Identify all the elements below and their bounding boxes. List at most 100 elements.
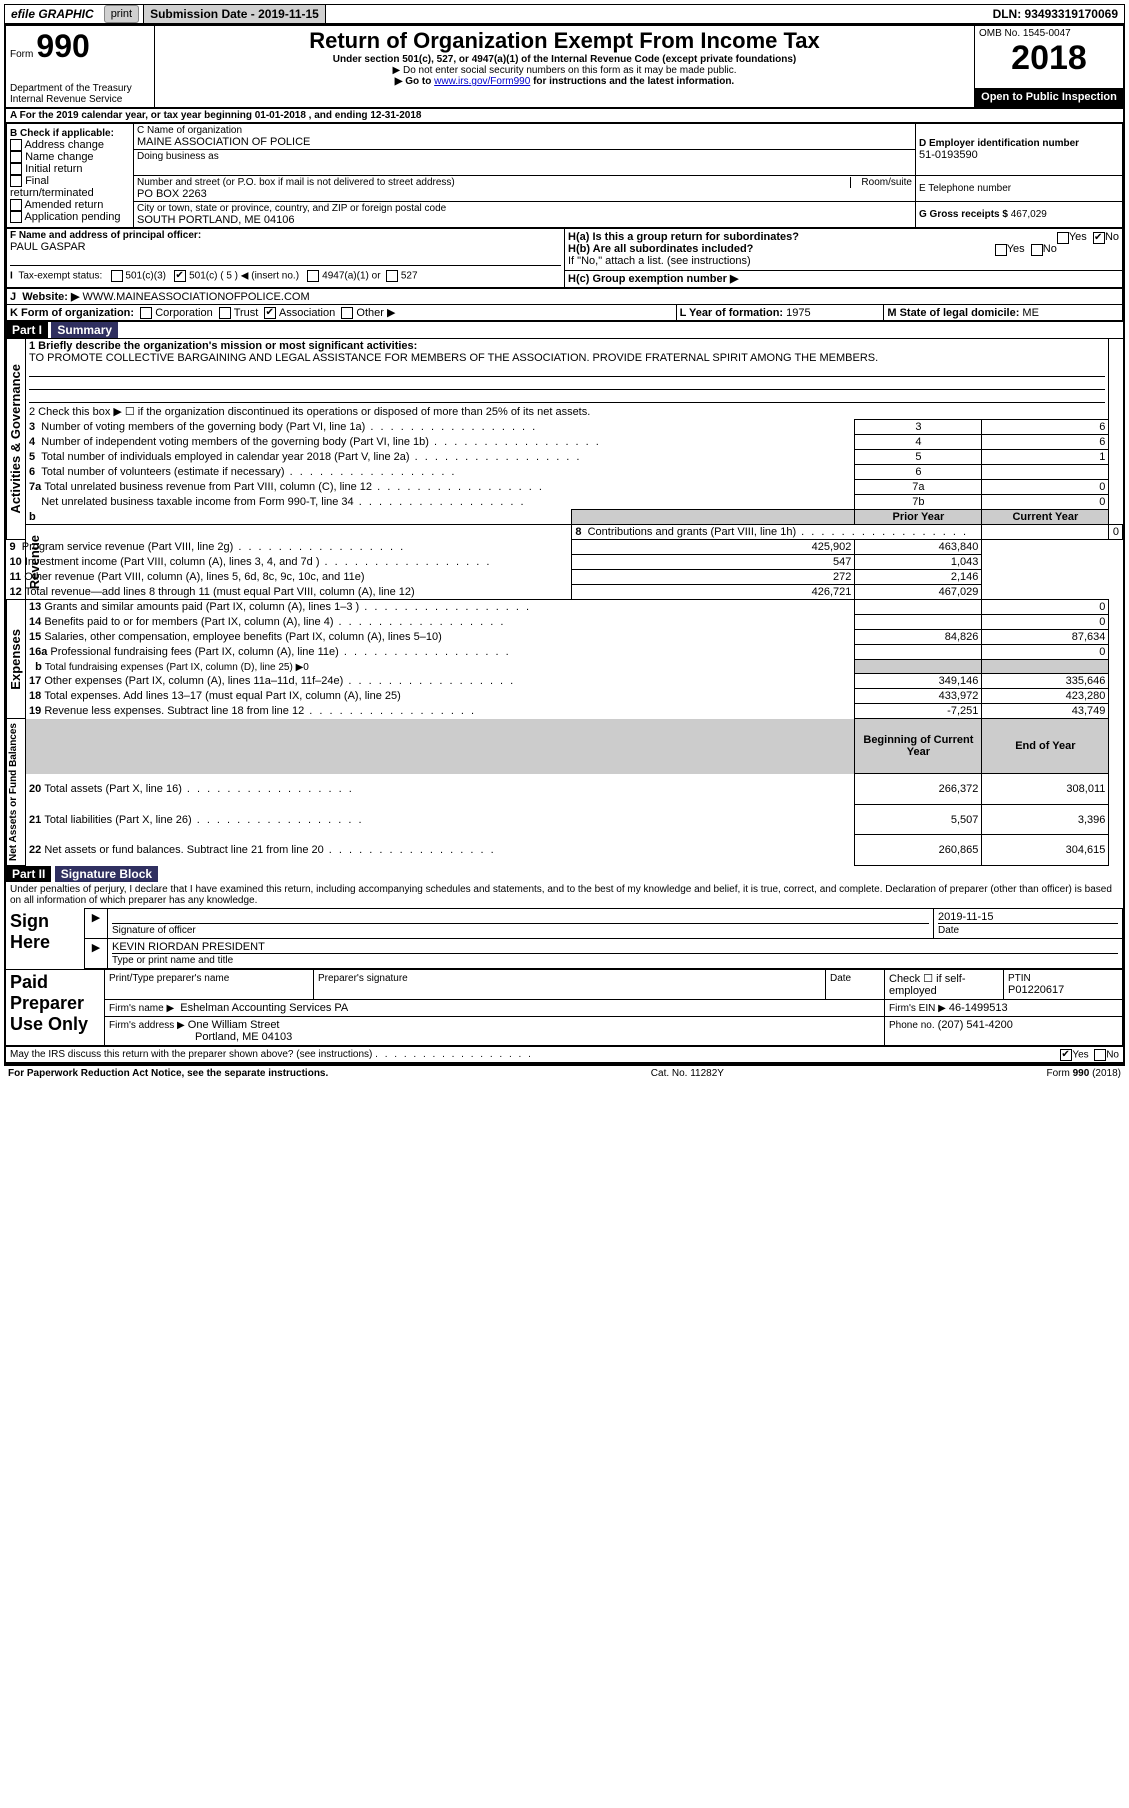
room-label: Room/suite xyxy=(850,177,912,188)
opt-final[interactable]: Final return/terminated xyxy=(10,175,130,199)
form-number: 990 xyxy=(36,28,89,64)
opt-address[interactable]: Address change xyxy=(10,139,130,151)
k-other[interactable] xyxy=(341,307,353,319)
footer-left: For Paperwork Reduction Act Notice, see … xyxy=(8,1068,328,1079)
row-4: 4 Number of independent voting members o… xyxy=(7,435,1123,450)
declaration: Under penalties of perjury, I declare th… xyxy=(6,882,1123,908)
period-line: A For the 2019 calendar year, or tax yea… xyxy=(10,110,421,121)
part1-tab: Part I xyxy=(6,322,48,338)
hb-yes[interactable] xyxy=(995,244,1007,256)
ha-yes[interactable] xyxy=(1057,232,1069,244)
paid-preparer-table: Paid Preparer Use Only Print/Type prepar… xyxy=(6,969,1123,1046)
form-subtitle: Under section 501(c), 527, or 4947(a)(1)… xyxy=(333,54,796,65)
opt-pending[interactable]: Application pending xyxy=(10,211,130,223)
form-title: Return of Organization Exempt From Incom… xyxy=(159,28,970,54)
vlabel-ag: Activities & Governance xyxy=(7,360,24,518)
officer-name: PAUL GASPAR xyxy=(10,241,561,253)
H-note: If "No," attach a list. (see instruction… xyxy=(568,255,751,267)
B-label: B Check if applicable: xyxy=(10,128,114,139)
cb-527[interactable] xyxy=(386,270,398,282)
efile-label: efile GRAPHIC xyxy=(5,5,100,23)
sig-date: 2019-11-15 xyxy=(938,911,1118,924)
dln: DLN: 93493319170069 xyxy=(987,5,1124,23)
part1-table: Activities & Governance 1 Briefly descri… xyxy=(6,338,1123,866)
discuss-yes[interactable] xyxy=(1060,1049,1072,1061)
dba-label: Doing business as xyxy=(137,151,912,162)
k-corp[interactable] xyxy=(140,307,152,319)
row-7a: 7a Total unrelated business revenue from… xyxy=(7,480,1123,495)
row-7b: Net unrelated business taxable income fr… xyxy=(7,495,1123,510)
ptin-label: PTIN xyxy=(1008,973,1031,984)
D-label: D Employer identification number xyxy=(919,138,1079,149)
cb-501c[interactable] xyxy=(174,270,186,282)
ha-no[interactable] xyxy=(1093,232,1105,244)
cb-4947[interactable] xyxy=(307,270,319,282)
addr-label: Number and street (or P.O. box if mail i… xyxy=(137,177,455,188)
website: WWW.MAINEASSOCIATIONOFPOLICE.COM xyxy=(82,291,309,303)
firm-addr1: One William Street xyxy=(188,1019,280,1031)
firm-ein: 46-1499513 xyxy=(949,1002,1008,1014)
firm-name: Eshelman Accounting Services PA xyxy=(180,1002,348,1014)
discuss-no[interactable] xyxy=(1094,1049,1106,1061)
row-6: 6 Total number of volunteers (estimate i… xyxy=(7,465,1123,480)
paid-label: Paid Preparer Use Only xyxy=(10,972,100,1035)
header-table: Form 990 Department of the Treasury Inte… xyxy=(4,24,1125,109)
K-label: K Form of organization: xyxy=(10,307,134,319)
M-label: M State of legal domicile: xyxy=(887,307,1022,319)
dept-label: Department of the Treasury Internal Reve… xyxy=(10,83,150,105)
k-assoc[interactable] xyxy=(264,307,276,319)
omb: OMB No. 1545-0047 xyxy=(979,28,1119,39)
note2-pre: ▶ Go to xyxy=(395,76,434,87)
opt-name[interactable]: Name change xyxy=(10,151,130,163)
cb-501c3[interactable] xyxy=(111,270,123,282)
part2-tab: Part II xyxy=(6,866,51,882)
pp-date-label: Date xyxy=(830,973,851,984)
sig-date-label: Date xyxy=(938,925,959,936)
l1-text: TO PROMOTE COLLECTIVE BARGAINING AND LEG… xyxy=(29,352,878,364)
part2-title: Signature Block xyxy=(55,866,158,882)
firm-name-label: Firm's name ▶ xyxy=(109,1003,174,1014)
G-label: G Gross receipts $ xyxy=(919,209,1011,220)
street: PO BOX 2263 xyxy=(137,188,912,200)
form-prefix: Form xyxy=(10,49,33,60)
Ha-label: H(a) Is this a group return for subordin… xyxy=(568,231,799,243)
identity-table: B Check if applicable: Address change Na… xyxy=(6,123,1123,228)
vlabel-rev: Revenue xyxy=(26,531,43,593)
C-label: C Name of organization xyxy=(137,125,912,136)
submission-label: Submission Date - xyxy=(150,7,258,21)
print-button[interactable]: print xyxy=(104,5,139,23)
E-label: E Telephone number xyxy=(919,183,1119,194)
sign-here-table: Sign Here ▶ Signature of officer 2019-11… xyxy=(6,908,1123,969)
l2: 2 Check this box ▶ ☐ if the organization… xyxy=(26,404,1109,420)
opt-amended[interactable]: Amended return xyxy=(10,199,130,211)
firm-addr-label: Firm's address ▶ xyxy=(109,1020,185,1031)
ein: 51-0193590 xyxy=(919,149,1119,161)
phone: (207) 541-4200 xyxy=(938,1019,1013,1031)
pp-check: Check ☐ if self-employed xyxy=(885,970,1004,1000)
L-label: L Year of formation: xyxy=(680,307,787,319)
city: SOUTH PORTLAND, ME 04106 xyxy=(137,214,912,226)
phone-label: Phone no. xyxy=(889,1020,935,1031)
officer-status-table: F Name and address of principal officer:… xyxy=(6,228,1123,288)
footer-right: Form 990 (2018) xyxy=(1047,1068,1121,1079)
pp-name-label: Print/Type preparer's name xyxy=(109,973,229,984)
discuss: May the IRS discuss this return with the… xyxy=(10,1049,372,1060)
vlabel-net: Net Assets or Fund Balances xyxy=(7,719,20,865)
instructions-link[interactable]: www.irs.gov/Form990 xyxy=(434,76,530,87)
vlabel-exp: Expenses xyxy=(7,625,24,694)
row-5: 5 Total number of individuals employed i… xyxy=(7,450,1123,465)
Hc-label: H(c) Group exemption number ▶ xyxy=(568,273,738,285)
Hb-label: H(b) Are all subordinates included? xyxy=(568,243,753,255)
pp-sig-label: Preparer's signature xyxy=(318,973,408,984)
part1-title: Summary xyxy=(51,322,118,338)
opt-initial[interactable]: Initial return xyxy=(10,163,130,175)
ptin: P01220617 xyxy=(1008,984,1064,996)
k-trust[interactable] xyxy=(219,307,231,319)
hb-no[interactable] xyxy=(1031,244,1043,256)
F-label: F Name and address of principal officer: xyxy=(10,230,201,241)
note-ssn: ▶ Do not enter social security numbers o… xyxy=(159,65,970,76)
year-formed: 1975 xyxy=(786,307,810,319)
footer-mid: Cat. No. 11282Y xyxy=(651,1068,724,1079)
open-public: Open to Public Inspection xyxy=(975,88,1125,108)
row-3: 3 Number of voting members of the govern… xyxy=(7,420,1123,435)
